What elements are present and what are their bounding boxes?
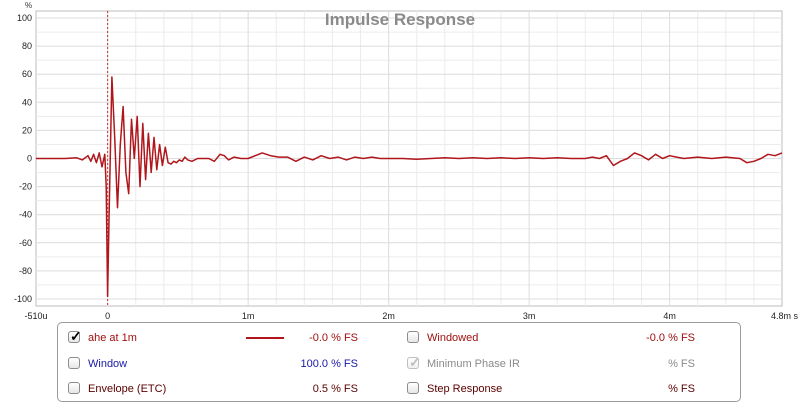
x-tick-label: 0 xyxy=(105,311,110,320)
x-tick-label: 4m xyxy=(663,311,676,320)
legend-label-window: Window xyxy=(88,358,128,370)
checkbox-window[interactable] xyxy=(68,357,80,369)
y-tick-label: 20 xyxy=(22,125,32,135)
legend-row-envelope-etc[interactable]: Envelope (ETC) 0.5 % FS xyxy=(68,381,358,397)
impulse-response-chart[interactable]: 100 80 60 40 20 0 -20 -40 -60 -80 -100 -510u 0 1m 2m 3… xyxy=(0,0,800,320)
x-tick-label: 2m xyxy=(382,311,395,320)
legend-value-windowed: -0.0 % FS xyxy=(646,332,695,344)
y-tick-label: -60 xyxy=(19,238,32,248)
legend-value-window: 100.0 % FS xyxy=(300,358,358,370)
legend-value-minimum-phase-ir: % FS xyxy=(668,358,695,370)
y-tick-label: 100 xyxy=(17,13,32,23)
legend-row-window[interactable]: Window 100.0 % FS xyxy=(68,356,358,372)
y-tick-label: -80 xyxy=(19,266,32,276)
x-axis-ticks: -510u 0 1m 2m 3m 4m 4.8m s xyxy=(24,311,798,320)
legend-value-step-response: % FS xyxy=(668,383,695,395)
checkbox-ahe-at-1m[interactable]: ✓ xyxy=(68,328,82,344)
checkmark-icon: ✓ xyxy=(409,354,421,370)
legend-label-minimum-phase-ir: Minimum Phase IR xyxy=(427,358,520,370)
legend-row-minimum-phase-ir[interactable]: ✓ Minimum Phase IR % FS xyxy=(407,354,695,372)
x-tick-label: 3m xyxy=(523,311,536,320)
trace-color-swatch xyxy=(246,337,284,339)
y-tick-label: 80 xyxy=(22,41,32,51)
y-tick-label: 40 xyxy=(22,97,32,107)
y-axis-ticks: 100 80 60 40 20 0 -20 -40 -60 -80 -100 xyxy=(14,13,32,304)
y-tick-label: -100 xyxy=(14,294,32,304)
y-tick-label: 0 xyxy=(27,154,32,164)
y-axis-unit-label: % xyxy=(25,1,32,10)
checkbox-step-response[interactable] xyxy=(407,382,419,394)
checkbox-windowed[interactable] xyxy=(407,331,419,343)
impulse-trace-ahe-at-1m xyxy=(36,76,783,297)
checkbox-minimum-phase-ir[interactable]: ✓ xyxy=(407,354,421,370)
legend-label-ahe-at-1m: ahe at 1m xyxy=(88,332,137,344)
y-tick-label: -20 xyxy=(19,182,32,192)
legend-panel: ✓ ahe at 1m -0.0 % FS Window 100.0 % FS … xyxy=(57,322,741,402)
legend-label-envelope-etc: Envelope (ETC) xyxy=(88,383,167,395)
legend-label-windowed: Windowed xyxy=(427,332,479,344)
x-tick-label: -510u xyxy=(24,311,47,320)
legend-row-step-response[interactable]: Step Response % FS xyxy=(407,381,695,397)
legend-value-ahe-at-1m: -0.0 % FS xyxy=(309,332,358,344)
y-tick-label: 60 xyxy=(22,69,32,79)
checkbox-envelope-etc[interactable] xyxy=(68,382,80,394)
chart-title: Impulse Response xyxy=(325,10,475,29)
legend-label-step-response: Step Response xyxy=(427,383,503,395)
y-tick-label: -40 xyxy=(19,210,32,220)
legend-row-ahe-at-1m[interactable]: ✓ ahe at 1m -0.0 % FS xyxy=(68,328,358,346)
legend-value-envelope-etc: 0.5 % FS xyxy=(312,383,358,395)
x-tick-label: 4.8m s xyxy=(771,311,799,320)
checkmark-icon: ✓ xyxy=(70,328,82,344)
legend-row-windowed[interactable]: Windowed -0.0 % FS xyxy=(407,330,695,346)
x-tick-label: 1m xyxy=(242,311,255,320)
